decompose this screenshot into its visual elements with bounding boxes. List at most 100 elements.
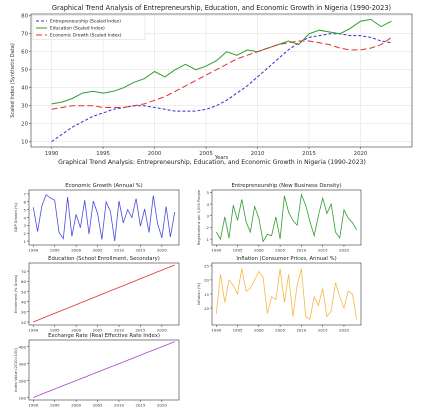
y-tick-label: 20 xyxy=(21,121,28,127)
series-line-2 xyxy=(51,18,392,105)
y-tick-label: 400 xyxy=(19,345,27,350)
x-tick-label: 2020 xyxy=(157,402,167,407)
x-tick-label: 2010 xyxy=(296,247,306,252)
subplot-y-label: Index Value (2010=100) xyxy=(14,347,18,391)
y-tick-label: 100 xyxy=(19,395,27,400)
x-tick-label: 2020 xyxy=(157,327,167,332)
subplot-line xyxy=(33,341,175,398)
y-tick-label: 3 xyxy=(207,214,210,219)
y-tick-label: 1 xyxy=(24,239,27,244)
y-axis-label: Scaled Index (Synthetic Data) xyxy=(10,43,16,118)
y-tick-label: 2 xyxy=(24,231,27,236)
y-tick-label: 5 xyxy=(207,190,210,195)
subplot-y-label: Enrollment (% Gross) xyxy=(14,274,18,313)
subplot-title: Entrepreneurship (New Business Density) xyxy=(231,183,341,189)
legend: Entrepreneurship (Scaled Index)Education… xyxy=(32,15,146,40)
y-tick-label: 40 xyxy=(21,299,26,304)
x-tick-label: 1990 xyxy=(28,327,38,332)
x-tick-label: 2010 xyxy=(251,151,265,157)
subplot-title: Economic Growth (Annual %) xyxy=(65,183,142,189)
y-tick-label: 5 xyxy=(24,207,27,212)
x-tick-label: 2005 xyxy=(93,327,103,332)
x-tick-label: 1995 xyxy=(233,327,243,332)
y-tick-label: 10 xyxy=(21,139,28,145)
subplot-y-label: Registrations per 1,000 People xyxy=(197,189,201,245)
x-tick-label: 2010 xyxy=(114,327,124,332)
x-tick-label: 2020 xyxy=(354,151,368,157)
x-tick-label: 2000 xyxy=(148,151,162,157)
legend-label: Economic Growth (Scaled Index) xyxy=(50,33,122,39)
subplot-line xyxy=(215,268,358,321)
main-trend-chart: 10 20 30 40 50 60 70 80 1990 1995 2000 2005 2010 2015… xyxy=(10,4,413,161)
x-tick-label: 1995 xyxy=(50,247,60,252)
y-tick-label: 80 xyxy=(21,14,28,20)
x-tick-label: 2005 xyxy=(199,151,213,157)
x-tick-label: 2005 xyxy=(93,247,103,252)
y-tick-label: 3 xyxy=(24,223,27,228)
y-tick-label: 70 xyxy=(21,269,26,274)
subplot-line xyxy=(215,193,358,243)
x-tick-label: 2000 xyxy=(254,327,264,332)
y-tick-label: 60 xyxy=(21,279,26,284)
legend-label: Entrepreneurship (Scaled Index) xyxy=(50,19,121,25)
y-tick-label: 15 xyxy=(204,292,209,297)
subplot-2: 1 2 3 4 5 1990 1995 2000 2005 2010 2015 2020 Entrepr… xyxy=(197,183,362,252)
x-tick-label: 2020 xyxy=(339,247,349,252)
y-tick-label: 20 xyxy=(204,278,209,283)
x-tick-label: 2005 xyxy=(275,327,285,332)
x-tick-label: 2020 xyxy=(157,247,167,252)
y-tick-label: 50 xyxy=(21,289,26,294)
x-tick-label: 2000 xyxy=(71,327,81,332)
y-tick-label: 10 xyxy=(204,306,209,311)
x-tick-label: 2020 xyxy=(339,327,349,332)
x-tick-label: 1990 xyxy=(45,151,59,157)
legend-box xyxy=(32,15,146,40)
plot-frame xyxy=(28,339,180,401)
series-line-1 xyxy=(51,33,392,143)
x-tick-label: 2015 xyxy=(135,247,145,252)
y-tick-label: 6 xyxy=(24,200,27,205)
subplot-title: Exchange Rate (Real Effective Rate Index… xyxy=(48,333,160,339)
y-tick-label: 200 xyxy=(19,378,27,383)
subplot-title: Education (School Enrollment, Secondary) xyxy=(48,256,160,262)
x-tick-label: 1995 xyxy=(50,327,60,332)
x-tick-label: 2015 xyxy=(302,151,316,157)
y-tick-label: 50 xyxy=(21,68,28,74)
x-tick-label: 1990 xyxy=(28,247,38,252)
x-tick-label: 1995 xyxy=(233,247,243,252)
x-tick-label: 1995 xyxy=(50,402,60,407)
plot-frame xyxy=(30,13,413,148)
subplot-line xyxy=(33,264,175,323)
plot-frame xyxy=(28,262,180,326)
y-tick-label: 300 xyxy=(19,361,27,366)
series-line-3 xyxy=(51,36,392,110)
plot-frame xyxy=(28,189,180,246)
x-tick-label: 2015 xyxy=(135,402,145,407)
x-tick-label: 2005 xyxy=(93,402,103,407)
y-tick-label: 40 xyxy=(21,85,28,91)
subplots-title: Graphical Trend Analysis: Entrepreneursh… xyxy=(58,159,366,166)
y-tick-label: 1 xyxy=(207,237,210,242)
y-tick-label: 7 xyxy=(24,192,27,197)
y-tick-label: 30 xyxy=(21,103,28,109)
subplot-5: 100 200 300 400 1990 1995 2000 2005 2010 2015 2020… xyxy=(14,333,180,407)
y-tick-label: 25 xyxy=(204,264,209,269)
x-tick-label: 2015 xyxy=(318,247,328,252)
subplot-y-label: Inflation (%) xyxy=(197,282,201,305)
y-tick-label: 4 xyxy=(24,215,27,220)
y-tick-label: 70 xyxy=(21,32,28,38)
chart-title: Graphical Trend Analysis of Entrepreneur… xyxy=(52,4,391,12)
x-tick-label: 1990 xyxy=(211,247,221,252)
plot-frame xyxy=(211,189,362,246)
plot-frame xyxy=(211,262,362,326)
y-tick-label: 20 xyxy=(21,320,26,325)
subplot-4: 10 15 20 25 1990 1995 2000 2005 2010 2015 2020 Infl… xyxy=(197,256,362,332)
legend-label: Education (Scaled Index) xyxy=(50,26,105,32)
subplot-3: 20 30 40 50 60 70 1990 1995 2000 2005 2010 2015 2020… xyxy=(14,256,180,332)
x-tick-label: 1995 xyxy=(96,151,110,157)
y-tick-label: 4 xyxy=(207,202,210,207)
y-tick-label: 30 xyxy=(21,310,26,315)
x-tick-label: 2010 xyxy=(296,327,306,332)
